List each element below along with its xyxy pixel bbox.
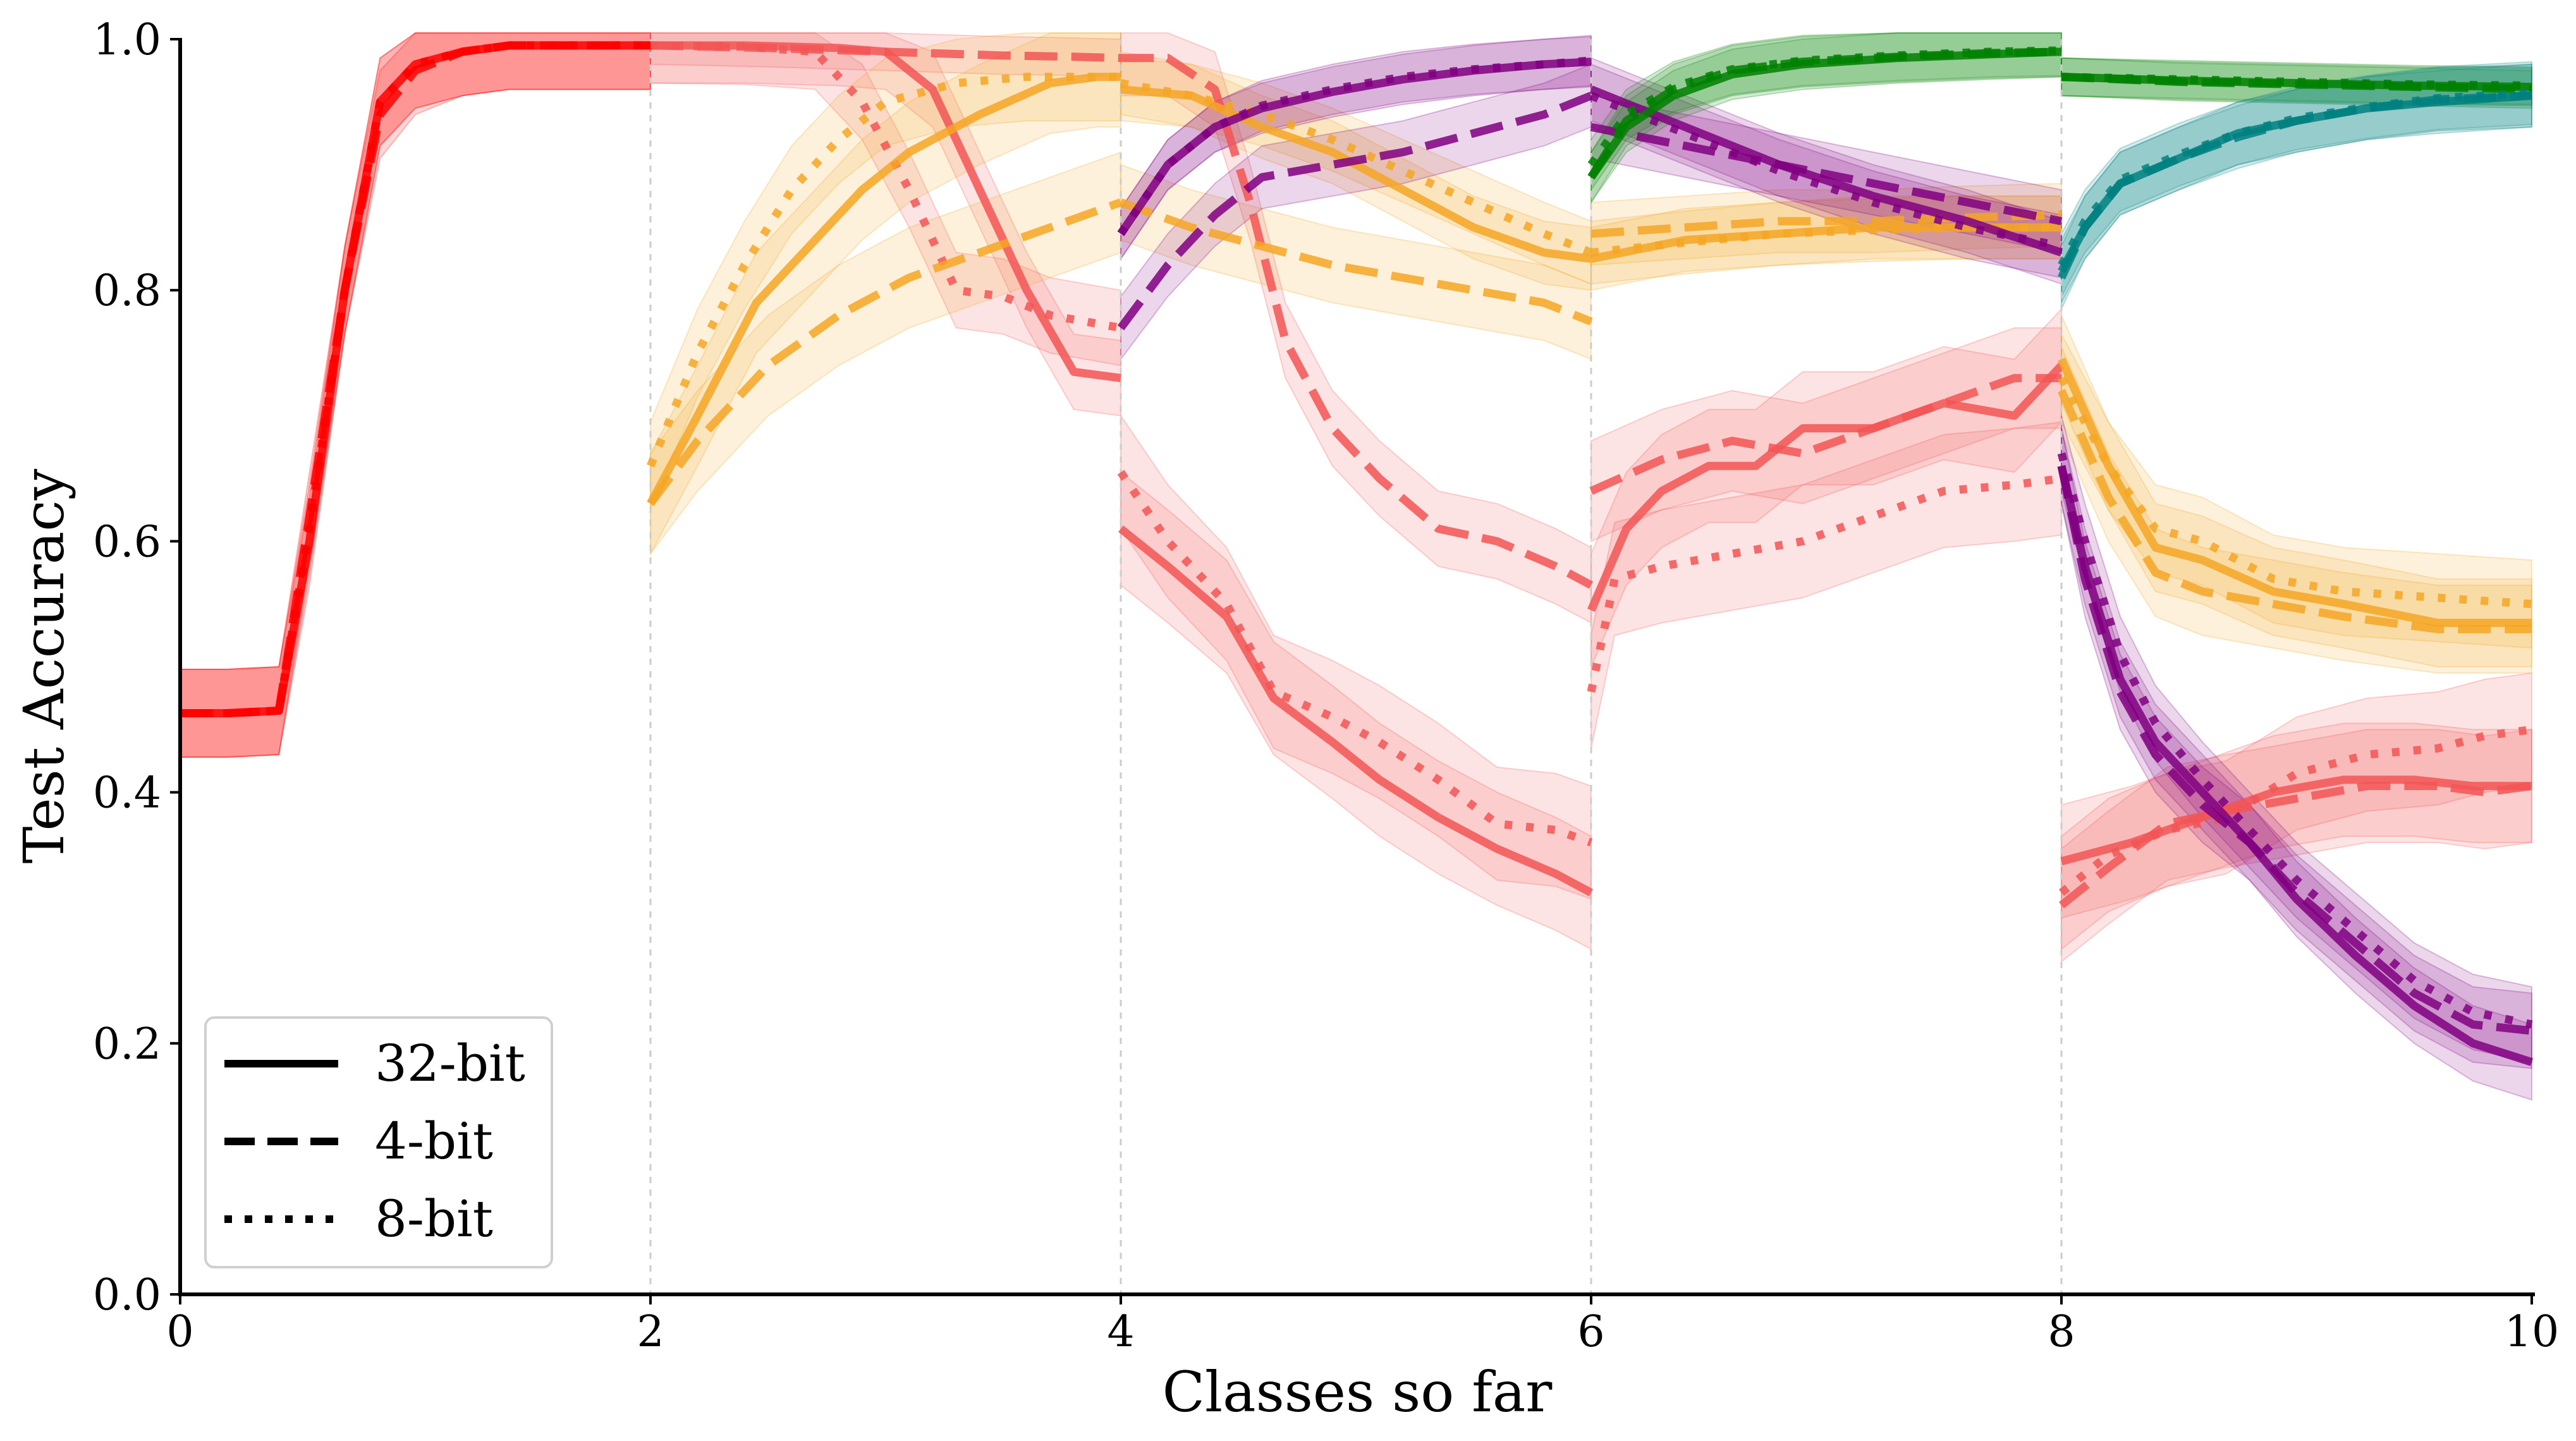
confidence-band [2061, 63, 2532, 310]
series-lines [180, 41, 2533, 1066]
y-tick-label: 0.4 [93, 769, 161, 818]
series-line-dashed [2058, 91, 2532, 280]
series-line-dashed [2057, 465, 2532, 1035]
x-tick-label: 6 [1577, 1307, 1604, 1357]
y-tick-label: 0.6 [93, 517, 161, 567]
series-line-dashed [1590, 123, 2063, 226]
confidence-band [1120, 471, 1592, 951]
legend-label-32bit: 32-bit [375, 1034, 525, 1093]
y-tick-label: 0.0 [93, 1270, 161, 1320]
x-tick-label: 2 [637, 1307, 664, 1357]
series-line-dashed [2058, 389, 2532, 633]
series-line-dashed [647, 198, 1123, 506]
series-line-solid [2058, 357, 2532, 627]
series-line-dotted [180, 41, 650, 717]
x-axis-title: Classes so far [1163, 1359, 1553, 1425]
confidence-bands [180, 32, 2532, 1101]
series-line-dashed [1117, 92, 1593, 331]
x-tick-label: 0 [166, 1307, 193, 1357]
legend-label-8bit: 8-bit [375, 1189, 493, 1248]
series-line-solid [1120, 85, 1592, 263]
series-line-dotted [1587, 474, 2062, 693]
series-line-dotted [1587, 46, 2062, 167]
series-line-dashed [1590, 210, 2062, 238]
confidence-band [2061, 63, 2532, 303]
series-line-dashed [180, 41, 650, 717]
confidence-band [1120, 35, 1592, 261]
series-line-dashed [2058, 782, 2532, 909]
legend-box [204, 1016, 553, 1268]
series-line-dashed [1119, 198, 1593, 325]
series-line-dashed [1587, 47, 2062, 179]
confidence-band [650, 32, 1121, 416]
series-line-dotted [1117, 56, 1592, 236]
axes [178, 38, 2535, 1296]
confidence-band [180, 32, 651, 758]
confidence-band [2061, 428, 2532, 1101]
y-tick-label: 1.0 [93, 15, 161, 65]
y-tick-label: 0.8 [93, 266, 161, 316]
confidence-band [180, 32, 651, 758]
confidence-band [180, 32, 651, 758]
series-line-dotted [1117, 470, 1593, 847]
x-tick-label: 10 [2505, 1307, 2560, 1357]
y-tick-label: 0.2 [93, 1019, 161, 1069]
x-tick-label: 8 [2048, 1307, 2075, 1357]
series-line-dotted [2061, 73, 2532, 90]
series-line-dotted [1120, 79, 1593, 257]
x-tick-label: 4 [1107, 1307, 1134, 1357]
confidence-band [2061, 315, 2532, 667]
series-line-dotted [1589, 92, 2063, 251]
confidence-band [2061, 334, 2532, 649]
confidence-band [650, 32, 1121, 367]
series-line-dashed [1589, 374, 2061, 495]
confidence-band [2061, 61, 2532, 297]
series-line-dotted [2058, 376, 2532, 609]
y-ticks: 0.0 0.2 0.4 0.6 0.8 1.0 [93, 15, 180, 1320]
confidence-band [650, 32, 1121, 554]
x-ticks: 0 2 4 6 8 10 [166, 1294, 2559, 1357]
legend: 32-bit 4-bit 8-bit [204, 1016, 553, 1268]
confidence-band [2061, 346, 2532, 674]
series-line-dotted [2058, 88, 2532, 267]
confidence-band [1120, 34, 1592, 261]
confidence-band [1590, 327, 2062, 542]
series-line-dashed [650, 41, 1121, 63]
y-axis-title: Test Accuracy [11, 468, 76, 863]
legend-label-4bit: 4-bit [375, 1112, 493, 1170]
series-line-dotted [646, 73, 1121, 468]
series-line-solid [180, 41, 650, 717]
confidence-band [650, 151, 1121, 556]
series-line-solid [1118, 525, 1594, 897]
